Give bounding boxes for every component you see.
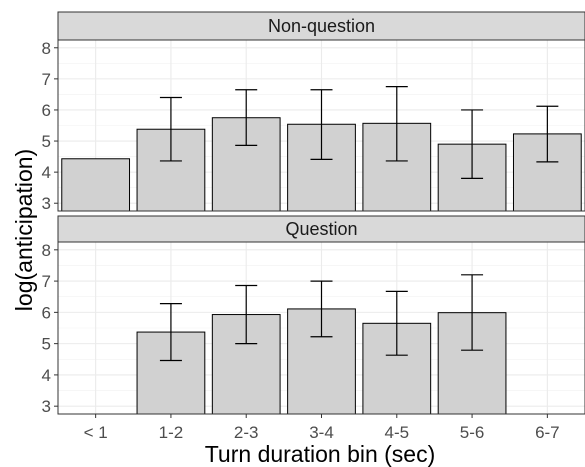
panels: Non-question 3 4 5 6 7 8 Question 3 4 5 6 7 8 — [42, 11, 585, 416]
y-tick-label: 4 — [42, 163, 51, 182]
y-tick-label: 6 — [42, 303, 51, 322]
x-tick-label: 5-6 — [460, 423, 485, 442]
panel-title: Non-question — [268, 16, 375, 36]
y-tick-label: 4 — [42, 366, 51, 385]
panel-1: Non-question 3 4 5 6 7 8 — [42, 11, 585, 213]
x-axis-title: Turn duration bin (sec) — [205, 441, 436, 467]
x-tick-label: 6-7 — [535, 423, 560, 442]
y-tick-label: 7 — [42, 70, 51, 89]
y-tick-label: 3 — [42, 397, 51, 416]
y-tick-label: 7 — [42, 272, 51, 291]
x-tick-label: < 1 — [84, 423, 108, 442]
x-axis: < 1 1-2 2-3 3-4 4-5 5-6 6-7 — [84, 414, 560, 442]
y-tick-label: 8 — [42, 241, 51, 260]
y-tick-label: 6 — [42, 101, 51, 120]
x-tick-label: 1-2 — [159, 423, 184, 442]
panel-title: Question — [285, 219, 357, 239]
x-tick-label: 4-5 — [384, 423, 409, 442]
y-tick-label: 5 — [42, 132, 51, 151]
y-tick-label: 8 — [42, 39, 51, 58]
y-tick-label: 3 — [42, 194, 51, 213]
x-tick-label: 3-4 — [309, 423, 334, 442]
panel-border — [57, 39, 585, 212]
bar — [61, 158, 131, 212]
panel-strip — [57, 11, 585, 41]
x-tick-label: 2-3 — [234, 423, 259, 442]
y-tick-label: 5 — [42, 335, 51, 354]
panel-strip — [57, 215, 585, 243]
panel-2: Question 3 4 5 6 7 8 — [42, 215, 585, 416]
y-axis-title: log(anticipation) — [11, 149, 37, 311]
